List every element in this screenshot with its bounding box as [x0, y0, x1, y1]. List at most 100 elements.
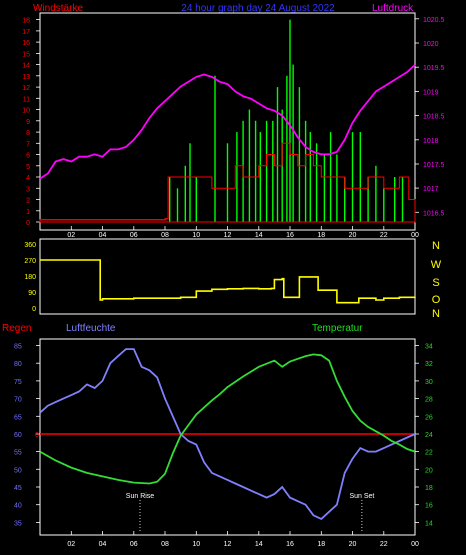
wind-tick-label: 10 — [22, 108, 30, 115]
compass-s: S — [432, 277, 439, 289]
humidity-tick-label: 65 — [14, 414, 22, 421]
wind-tick-label: 9 — [26, 119, 30, 126]
compass-o: O — [432, 294, 441, 306]
direction-tick-label: 180 — [24, 274, 36, 281]
humidity-x-tick-label: 06 — [130, 541, 138, 548]
wind-x-tick-label: 12 — [224, 232, 232, 239]
humidity-tick-label: 40 — [14, 503, 22, 510]
wind-x-tick-label: 08 — [161, 232, 169, 239]
pressure-tick-label: 1017 — [423, 186, 439, 193]
wind-tick-label: 16 — [22, 40, 30, 47]
sunrise-label: Sun Rise — [126, 493, 155, 500]
wind-tick-label: 3 — [26, 186, 30, 193]
wind-tick-label: 7 — [26, 141, 30, 148]
wind-x-tick-label: 10 — [192, 232, 200, 239]
wind-x-tick-label: 00 — [411, 232, 419, 239]
compass-n-bottom: N — [432, 308, 440, 320]
pressure-line — [39, 64, 416, 180]
humidity-tick-label: 50 — [14, 467, 22, 474]
wind-mean-line — [39, 142, 416, 223]
wind-x-tick-label: 02 — [67, 232, 75, 239]
pressure-tick-label: 1019.5 — [423, 65, 445, 72]
wind-x-tick-label: 18 — [317, 232, 325, 239]
wind-tick-label: 6 — [26, 153, 30, 160]
compass-n-top: N — [432, 240, 440, 252]
rain-label: Regen — [2, 323, 31, 334]
wind-tick-label: 5 — [26, 164, 30, 171]
humidity-x-tick-label: 12 — [224, 541, 232, 548]
rain-tick-label: 0 — [35, 432, 39, 439]
wind-x-tick-label: 22 — [380, 232, 388, 239]
humidity-x-tick-label: 18 — [317, 541, 325, 548]
chart-title: 24 hour graph day 24 August 2022 — [181, 3, 335, 14]
pressure-tick-label: 1020.5 — [423, 17, 445, 24]
temperature-tick-label: 18 — [425, 485, 433, 492]
temperature-line — [39, 353, 416, 485]
humidity-tick-label: 45 — [14, 485, 22, 492]
humidity-tick-label: 55 — [14, 450, 22, 457]
humidity-tick-label: 35 — [14, 520, 22, 527]
pressure-tick-label: 1018.5 — [423, 114, 445, 121]
temperature-tick-label: 14 — [425, 520, 433, 527]
humidity-line — [39, 348, 416, 520]
temperature-tick-label: 28 — [425, 397, 433, 404]
temperature-tick-label: 22 — [425, 450, 433, 457]
wind-x-tick-label: 14 — [255, 232, 263, 239]
wind-tick-label: 2 — [26, 198, 30, 205]
humidity-x-tick-label: 14 — [255, 541, 263, 548]
wind-x-tick-label: 04 — [99, 232, 107, 239]
pressure-tick-label: 1017.5 — [423, 162, 445, 169]
sunset-label: Sun Set — [349, 493, 374, 500]
humidity-label: Luftfeuchte — [66, 323, 116, 334]
humidity-temp-panel-frame — [39, 338, 416, 536]
humidity-x-tick-label: 10 — [192, 541, 200, 548]
humidity-x-tick-label: 04 — [99, 541, 107, 548]
wind-tick-label: 0 — [26, 220, 30, 227]
wind-tick-label: 11 — [23, 96, 30, 103]
temperature-tick-label: 26 — [425, 414, 433, 421]
wind-speed-label: Windstärke — [33, 3, 83, 14]
compass-w: W — [431, 259, 442, 271]
wind-x-tick-label: 06 — [130, 232, 138, 239]
pressure-tick-label: 1018 — [423, 138, 439, 145]
compass-letters: N W S O N — [431, 240, 442, 320]
humidity-tick-label: 75 — [14, 379, 22, 386]
humidity-x-tick-label: 20 — [349, 541, 357, 548]
temperature-tick-label: 30 — [425, 379, 433, 386]
humidity-x-tick-label: 22 — [380, 541, 388, 548]
direction-tick-label: 90 — [28, 290, 36, 297]
direction-tick-label: 360 — [24, 242, 36, 249]
humidity-tick-label: 60 — [14, 432, 22, 439]
temperature-tick-label: 20 — [425, 467, 433, 474]
pressure-tick-label: 1016.5 — [423, 210, 445, 217]
wind-pressure-chart: 01234567891011121314151617181016.5101710… — [22, 17, 444, 239]
wind-tick-label: 18 — [22, 18, 30, 25]
temperature-tick-label: 24 — [425, 432, 433, 439]
wind-tick-label: 4 — [26, 175, 30, 182]
humidity-tick-label: 85 — [14, 344, 22, 351]
temperature-tick-label: 32 — [425, 361, 433, 368]
humidity-x-tick-label: 02 — [67, 541, 75, 548]
air-pressure-label: Luftdruck — [372, 3, 414, 14]
wind-tick-label: 8 — [26, 130, 30, 137]
pressure-tick-label: 1020 — [423, 41, 439, 48]
direction-panel-frame — [39, 238, 416, 315]
humidity-tick-label: 80 — [14, 361, 22, 368]
wind-tick-label: 12 — [22, 85, 30, 92]
pressure-tick-label: 1019 — [423, 89, 439, 96]
humidity-tick-label: 70 — [14, 397, 22, 404]
temperature-tick-label: 34 — [425, 344, 433, 351]
wind-tick-label: 13 — [22, 74, 30, 81]
direction-tick-label: 270 — [24, 258, 36, 265]
humidity-temperature-chart: 35 40 45 50 55 60 65 70 75 80 85 14 16 18 20 22 24 26 28 30… — [14, 344, 433, 549]
wind-direction-chart: 0 90 180 270 360 — [24, 242, 416, 313]
humidity-x-tick-label: 00 — [411, 541, 419, 548]
wind-x-tick-label: 20 — [349, 232, 357, 239]
wind-direction-line — [40, 259, 416, 304]
wind-tick-label: 1 — [26, 209, 30, 216]
wind-tick-label: 15 — [22, 51, 30, 58]
humidity-x-tick-label: 08 — [161, 541, 169, 548]
wind-tick-label: 17 — [22, 29, 30, 36]
temperature-tick-label: 16 — [425, 503, 433, 510]
